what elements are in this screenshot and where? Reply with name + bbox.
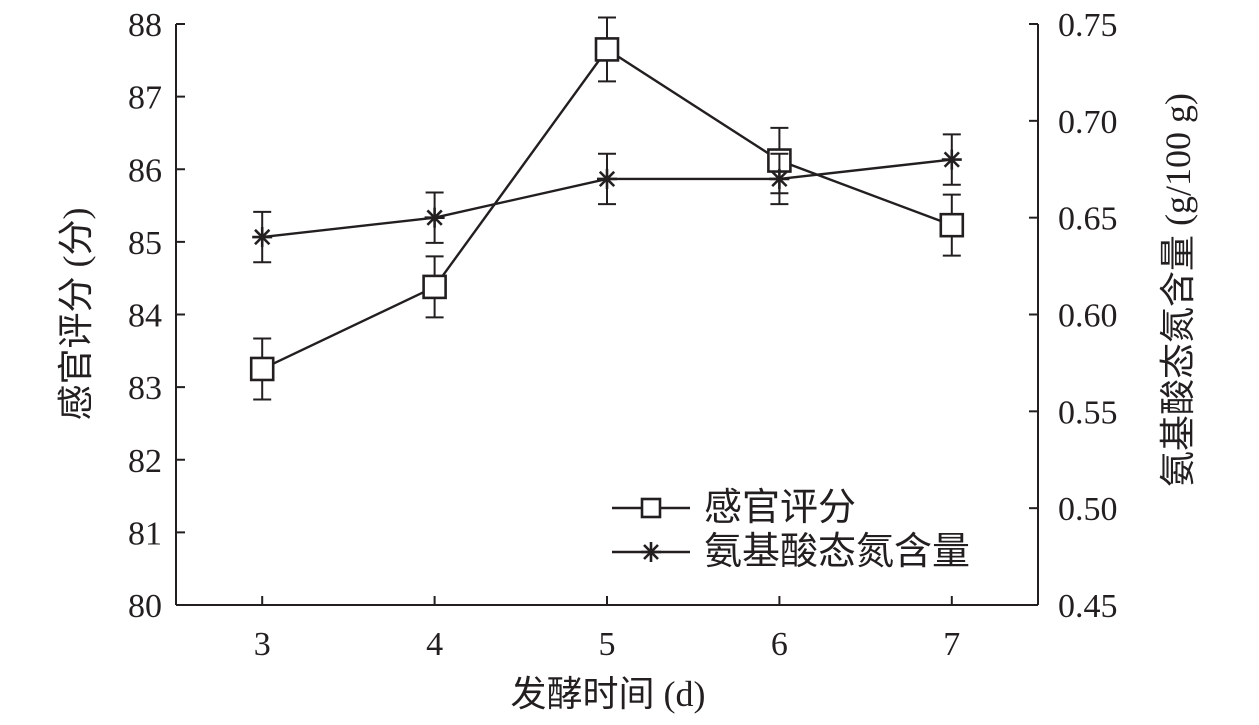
data-point-star	[597, 168, 617, 189]
axes	[175, 24, 1039, 606]
y-right-tick-label: 0.55	[1058, 394, 1118, 431]
legend-label-sensory: 感官评分	[704, 487, 856, 529]
data-point-star	[424, 207, 445, 228]
data-point-square	[422, 274, 447, 300]
series-line	[261, 47, 953, 371]
y-left-tick-label: 86	[128, 152, 162, 189]
legend-label-amino-nitrogen: 氨基酸态氮含量	[704, 531, 970, 573]
y-left-tick-label: 81	[128, 515, 162, 552]
y-right-tick-label: 0.75	[1058, 7, 1118, 44]
x-tick-label: 7	[943, 626, 960, 663]
y-left-tick-label: 82	[128, 443, 162, 480]
data-point-square	[249, 356, 275, 382]
legend-item-amino-nitrogen: 氨基酸态氮含量	[612, 531, 970, 573]
data-point-star	[941, 149, 962, 170]
plot-area	[249, 16, 965, 401]
y-left-tick-label: 85	[128, 225, 162, 262]
x-tick-label: 6	[771, 626, 788, 663]
y-right-tick-label: 0.45	[1058, 588, 1118, 625]
x-tick-label: 3	[254, 626, 271, 663]
series-sensory-score	[249, 16, 965, 401]
y-left-tick-label: 83	[128, 370, 162, 407]
y-right-tick-label: 0.70	[1058, 104, 1118, 141]
y-axis-title-left: 感官评分 (分)	[56, 208, 96, 421]
x-tick-label: 4	[426, 626, 443, 663]
legend-star-icon	[641, 542, 661, 562]
data-point-star	[769, 168, 790, 189]
data-point-square	[939, 212, 965, 238]
y-right-tick-label: 0.65	[1058, 201, 1118, 238]
legend-item-sensory: 感官评分	[612, 487, 856, 529]
x-axis-title: 发酵时间 (d)	[511, 674, 706, 714]
data-point-square	[594, 37, 620, 62]
x-tick-label: 5	[599, 626, 616, 663]
y-left-tick-label: 84	[128, 298, 162, 335]
legend: 感官评分 氨基酸态氮含量	[612, 487, 970, 573]
data-point-star	[252, 227, 273, 248]
ticks: 80 81 82 83 84 85 86 87 88 0.45 0.50 0.55 0.60 0.65 0.…	[128, 7, 1118, 663]
legend-square-icon	[640, 497, 662, 519]
y-left-tick-label: 80	[128, 588, 162, 625]
y-axis-title-right: 氨基酸态氮含量 (g/100 g)	[1158, 93, 1198, 487]
y-left-tick-label: 87	[128, 80, 162, 117]
series-amino-nitrogen	[252, 133, 962, 264]
y-left-tick-label: 88	[128, 7, 162, 44]
y-right-tick-label: 0.50	[1058, 491, 1118, 528]
y-right-tick-label: 0.60	[1058, 298, 1118, 335]
